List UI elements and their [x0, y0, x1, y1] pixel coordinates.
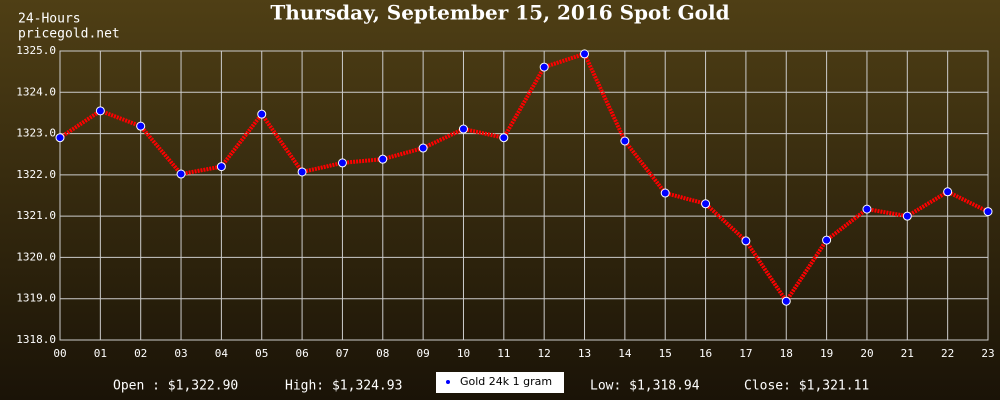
- x-tick-label: 13: [578, 347, 591, 360]
- legend-label: Gold 24k 1 gram: [460, 375, 552, 388]
- x-tick-label: 05: [255, 347, 268, 360]
- data-point: [297, 167, 307, 177]
- data-point: [499, 133, 509, 143]
- x-tick-label: 04: [215, 347, 229, 360]
- data-point: [55, 133, 65, 143]
- x-tick-label: 02: [134, 347, 147, 360]
- data-point: [660, 188, 670, 198]
- series-line: [58, 51, 989, 305]
- x-tick-label: 14: [618, 347, 632, 360]
- x-tick-label: 01: [94, 347, 107, 360]
- x-tick-label: 06: [295, 347, 308, 360]
- data-point: [176, 169, 186, 179]
- data-point: [943, 187, 953, 197]
- data-point: [337, 158, 347, 168]
- y-tick-label: 1325.0: [16, 44, 56, 57]
- x-tick-label: 21: [901, 347, 914, 360]
- legend-box: [436, 372, 564, 393]
- data-point: [539, 62, 549, 72]
- footer-stat: Close: $1,321.11: [744, 379, 869, 394]
- data-point: [822, 235, 832, 245]
- y-tick-label: 1323.0: [16, 127, 56, 140]
- data-point: [418, 143, 428, 153]
- corner-text: 24-Hours: [18, 12, 81, 27]
- data-point: [136, 121, 146, 131]
- footer-stat: Open : $1,322.90: [113, 379, 238, 394]
- data-point: [620, 136, 630, 146]
- x-tick-label: 19: [820, 347, 833, 360]
- data-point: [902, 211, 912, 221]
- x-tick-label: 23: [981, 347, 994, 360]
- legend-marker: [446, 380, 450, 384]
- y-tick-label: 1324.0: [16, 85, 56, 98]
- x-tick-label: 09: [417, 347, 430, 360]
- x-tick-label: 03: [174, 347, 187, 360]
- data-point: [257, 109, 267, 119]
- chart-title: Thursday, September 15, 2016 Spot Gold: [270, 1, 729, 25]
- data-point: [862, 204, 872, 214]
- corner-text: pricegold.net: [18, 27, 120, 42]
- data-point: [580, 49, 590, 59]
- data-point: [701, 199, 711, 209]
- data-point: [781, 296, 791, 306]
- x-tick-label: 22: [941, 347, 954, 360]
- x-tick-label: 11: [497, 347, 510, 360]
- y-tick-label: 1319.0: [16, 292, 56, 305]
- x-tick-label: 00: [53, 347, 66, 360]
- x-tick-label: 12: [538, 347, 551, 360]
- footer-stat: Low: $1,318.94: [590, 379, 700, 394]
- x-tick-label: 20: [860, 347, 873, 360]
- x-tick-label: 07: [336, 347, 349, 360]
- data-point: [458, 124, 468, 134]
- data-point: [95, 106, 105, 116]
- x-tick-label: 15: [659, 347, 672, 360]
- data-point: [378, 154, 388, 164]
- x-tick-label: 10: [457, 347, 470, 360]
- x-tick-label: 16: [699, 347, 712, 360]
- y-tick-label: 1321.0: [16, 209, 56, 222]
- x-tick-label: 18: [780, 347, 793, 360]
- y-tick-label: 1318.0: [16, 333, 56, 346]
- footer-stat: High: $1,324.93: [285, 379, 402, 394]
- y-tick-label: 1322.0: [16, 168, 56, 181]
- data-point: [741, 236, 751, 246]
- data-point: [983, 207, 993, 217]
- y-tick-label: 1320.0: [16, 250, 56, 263]
- data-point: [216, 162, 226, 172]
- x-tick-label: 08: [376, 347, 389, 360]
- x-tick-label: 17: [739, 347, 752, 360]
